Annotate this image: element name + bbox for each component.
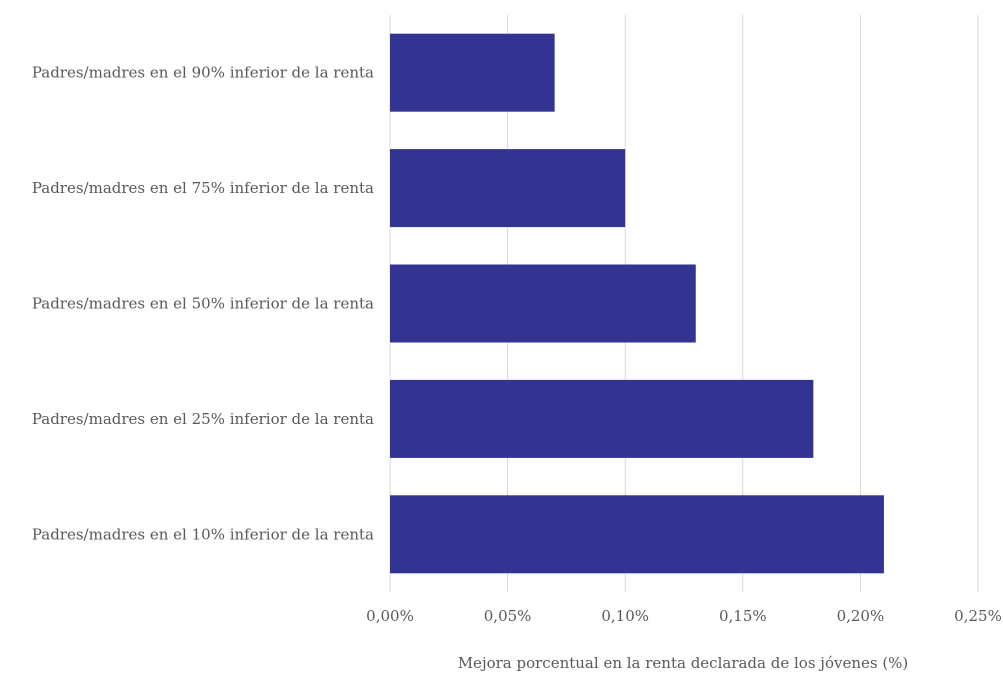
bar <box>390 495 884 574</box>
category-label: Padres/madres en el 90% inferior de la r… <box>32 64 374 82</box>
x-tick-label: 0,20% <box>837 607 885 625</box>
x-tick-label: 0,15% <box>719 607 767 625</box>
category-label: Padres/madres en el 75% inferior de la r… <box>32 179 374 197</box>
category-labels: Padres/madres en el 90% inferior de la r… <box>32 64 374 544</box>
category-label: Padres/madres en el 25% inferior de la r… <box>32 410 374 428</box>
x-tick-label: 0,10% <box>601 607 649 625</box>
x-axis-title: Mejora porcentual en la renta declarada … <box>458 654 909 672</box>
category-label: Padres/madres en el 50% inferior de la r… <box>32 295 374 313</box>
x-tick-label: 0,25% <box>954 607 1002 625</box>
category-label: Padres/madres en el 10% inferior de la r… <box>32 525 374 543</box>
x-tick-label: 0,00% <box>366 607 414 625</box>
x-tick-labels: 0,00% 0,05% 0,10% 0,15% 0,20% 0,25% <box>366 607 1002 625</box>
bar <box>390 149 626 228</box>
bar <box>390 33 555 112</box>
x-tick-label: 0,05% <box>484 607 532 625</box>
bar <box>390 264 696 343</box>
bars <box>390 33 884 574</box>
bar <box>390 379 814 458</box>
